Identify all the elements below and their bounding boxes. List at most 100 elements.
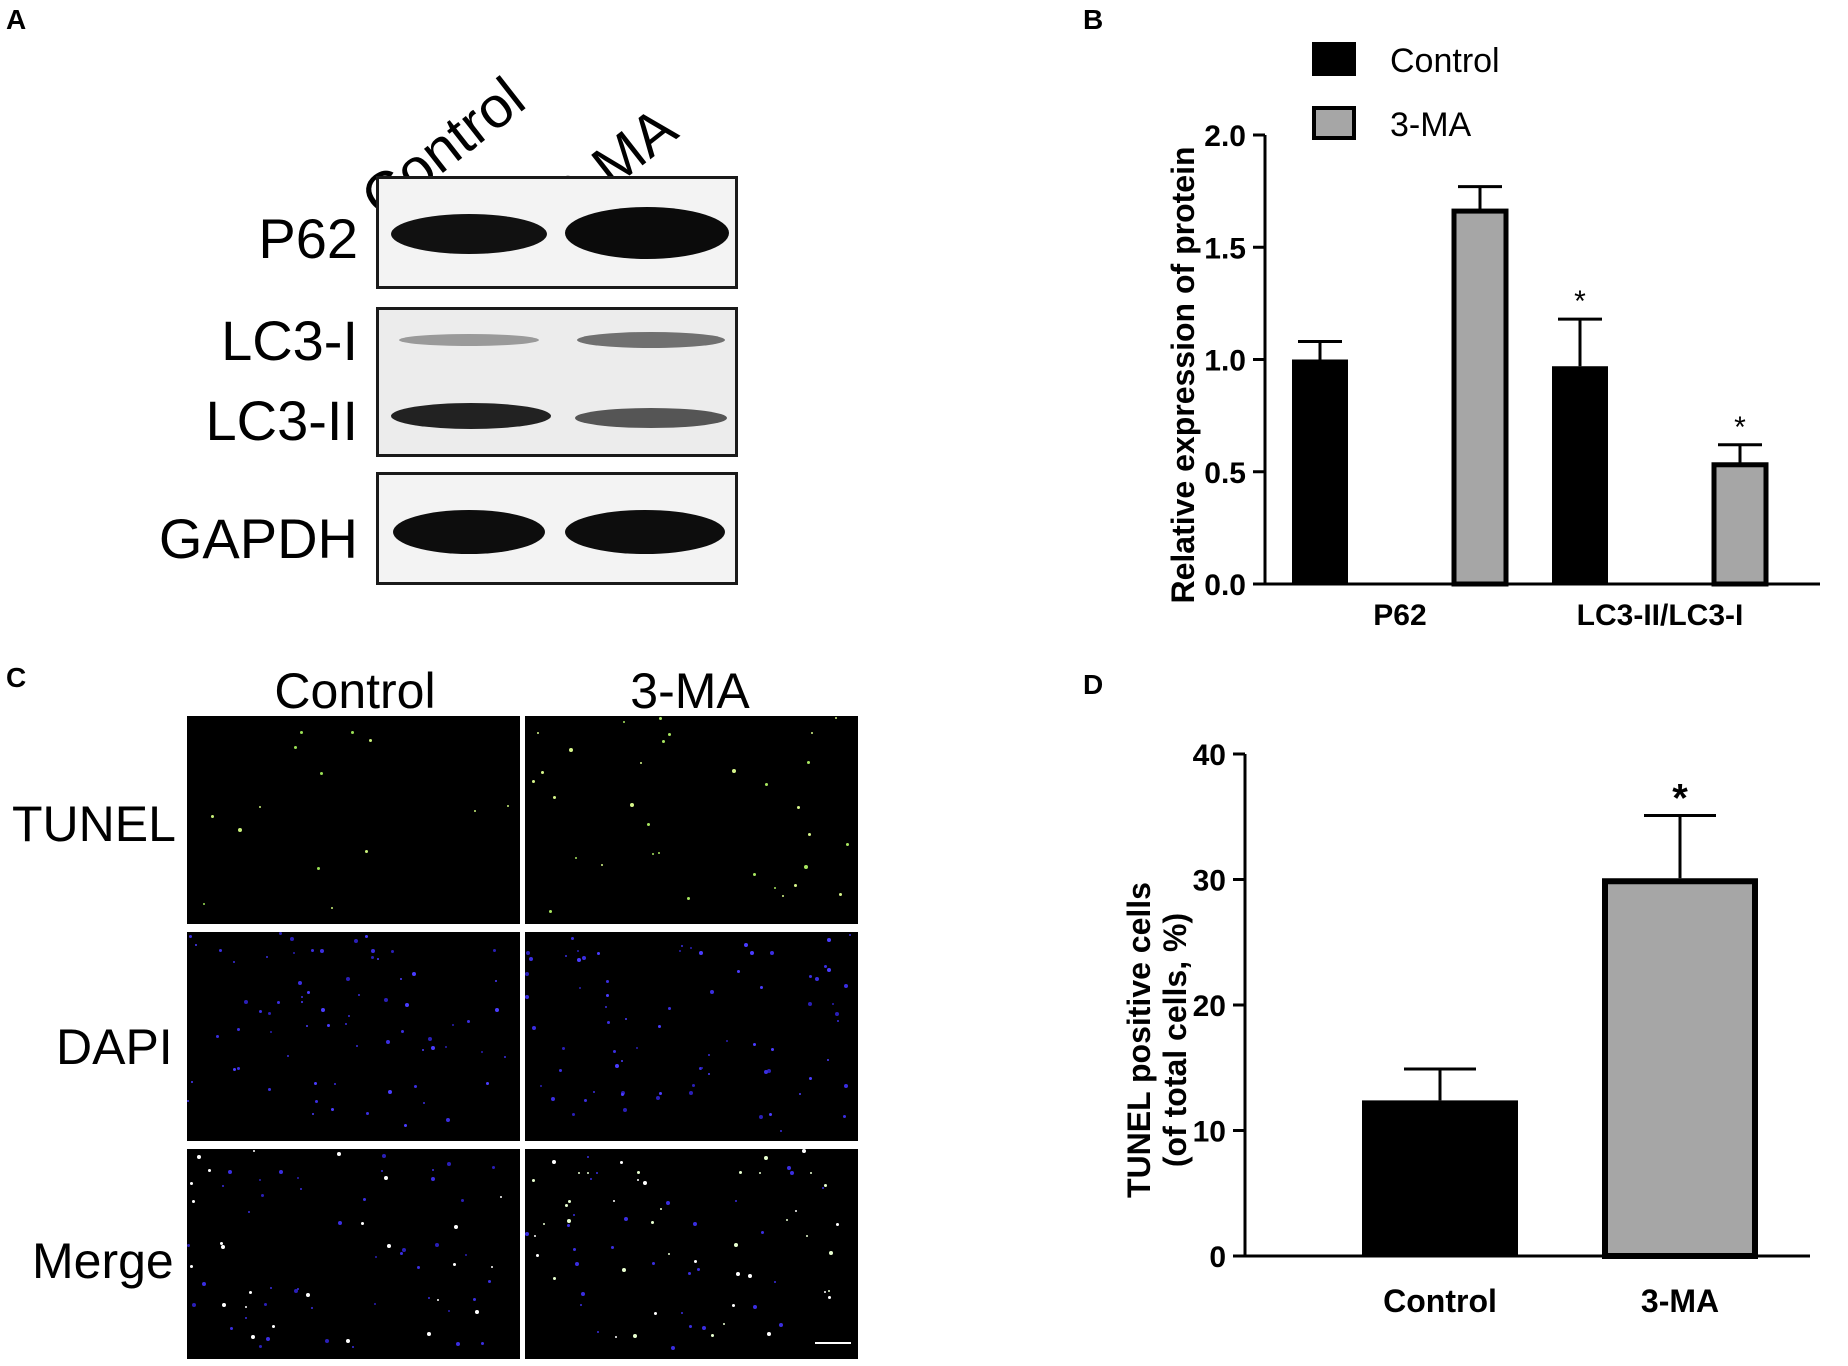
cell-dot [808, 833, 811, 836]
cell-dot [437, 1299, 439, 1301]
cell-dot [412, 972, 416, 976]
cell-dot [662, 740, 665, 743]
cell-dot [294, 1289, 298, 1293]
blot-lc3 [376, 307, 738, 457]
cell-dot [596, 1172, 598, 1174]
cell-dot [710, 990, 714, 994]
cell-dot [264, 1303, 267, 1306]
cell-dot [447, 1162, 451, 1166]
cell-dot [384, 1176, 388, 1180]
blot-p62-bands [391, 207, 729, 259]
cell-dot [404, 1124, 407, 1127]
cell-dot [371, 956, 374, 959]
cell-dot [699, 951, 703, 955]
cell-dot [836, 1223, 839, 1226]
cell-dot [448, 1310, 450, 1312]
cell-dot [643, 1181, 647, 1185]
y-tick-label-b-1: 0.5 [1204, 457, 1246, 490]
cell-dot [625, 1018, 627, 1020]
cell-dot [208, 1169, 211, 1172]
cell-dot [228, 1170, 232, 1174]
cell-dot [687, 897, 690, 900]
micrograph-tunel-3ma [525, 716, 858, 924]
cell-dot [739, 1171, 742, 1174]
cell-dot [375, 1256, 377, 1258]
cell-dot [277, 1001, 280, 1004]
cell-dot [688, 1272, 691, 1275]
cell-dot [290, 937, 294, 941]
cell-dot [526, 951, 530, 955]
cell-dot [797, 806, 800, 809]
x-tick-label-control: Control [1383, 1283, 1497, 1319]
cell-dot [453, 1263, 456, 1266]
cell-dot [708, 1054, 710, 1056]
cell-dot [388, 1090, 392, 1094]
cell-dot [832, 1003, 834, 1005]
cell-dot [681, 1312, 683, 1314]
cell-dot [824, 1291, 826, 1293]
cell-dot [202, 1282, 206, 1286]
cell-dot [495, 1008, 499, 1012]
cell-dot [652, 1262, 655, 1265]
cell-dot [493, 949, 496, 952]
cell-dot [220, 1242, 223, 1245]
cell-dot [301, 1001, 303, 1003]
chart-relative-expression: Control 3-MA Relative expression of prot… [1165, 42, 1820, 632]
blot-gapdh-bands [393, 510, 725, 554]
chart-tunel-positive: TUNEL positive cells (of total cells, %)… [1121, 739, 1810, 1319]
cell-dot [615, 1064, 619, 1068]
cell-dot [249, 1291, 252, 1294]
cell-dot [802, 1149, 806, 1153]
y-tick-label-d-3: 30 [1193, 865, 1226, 898]
cell-dot [543, 1223, 545, 1225]
cell-dot [844, 1084, 848, 1088]
cell-dot [689, 1325, 692, 1328]
cell-dot [307, 991, 310, 994]
cell-dot [456, 1342, 460, 1346]
cell-dot [623, 721, 625, 723]
cell-dot [679, 950, 681, 952]
cell-dot [354, 939, 358, 943]
cell-dot [216, 1035, 219, 1038]
cell-dot [827, 938, 831, 942]
cell-dot [311, 949, 314, 952]
cell-dot [481, 1051, 483, 1053]
cell-dot [621, 1060, 623, 1062]
cell-dot [237, 1067, 240, 1070]
cell-dot [266, 956, 268, 958]
cell-dot [782, 895, 784, 897]
cell-dot [417, 1266, 420, 1269]
cell-dot [405, 1003, 409, 1007]
cell-dot [774, 1281, 776, 1283]
cell-dot [551, 1097, 555, 1101]
cell-dot [331, 1108, 334, 1111]
cell-dot [191, 1081, 193, 1083]
cell-dot [726, 1040, 728, 1042]
cell-dot [607, 1021, 610, 1024]
cell-dot [525, 995, 529, 999]
cell-dot [382, 1154, 386, 1158]
cell-dot [356, 1045, 358, 1047]
x-tick-label-3ma: 3-MA [1641, 1283, 1719, 1319]
cell-dot [640, 762, 642, 764]
cell-dot [659, 1092, 662, 1095]
cell-dot [495, 980, 497, 982]
cell-dot [259, 1345, 262, 1348]
cell-dot [272, 1325, 275, 1328]
bar-b-control [1552, 366, 1608, 584]
cell-dot [507, 805, 509, 807]
cell-dot [849, 934, 851, 936]
cell-dot [808, 1002, 812, 1006]
cell-dot [465, 1254, 467, 1256]
cell-dot [697, 1268, 700, 1271]
cell-dot [363, 1198, 366, 1201]
cell-dot [192, 1200, 195, 1203]
cell-dot [829, 1251, 833, 1255]
cell-dot [779, 1323, 783, 1327]
cell-dot [230, 1327, 233, 1330]
cell-dot [621, 1093, 624, 1096]
cell-dot [562, 1047, 565, 1050]
cell-dot [811, 732, 813, 734]
blot-gapdh [376, 472, 738, 585]
cell-dot [753, 1043, 756, 1046]
